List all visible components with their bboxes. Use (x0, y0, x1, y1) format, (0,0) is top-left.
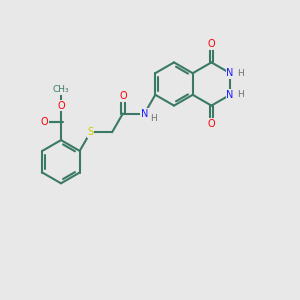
Text: O: O (41, 117, 49, 127)
Text: O: O (208, 39, 215, 49)
Text: N: N (226, 68, 234, 78)
Text: H: H (238, 69, 244, 78)
Text: H: H (150, 113, 157, 122)
Text: O: O (119, 91, 127, 101)
Text: CH₃: CH₃ (53, 85, 69, 94)
Text: O: O (208, 119, 215, 129)
Text: S: S (87, 127, 94, 137)
Text: N: N (226, 90, 234, 100)
Text: N: N (141, 109, 148, 118)
Text: H: H (238, 90, 244, 99)
Text: O: O (57, 100, 65, 111)
